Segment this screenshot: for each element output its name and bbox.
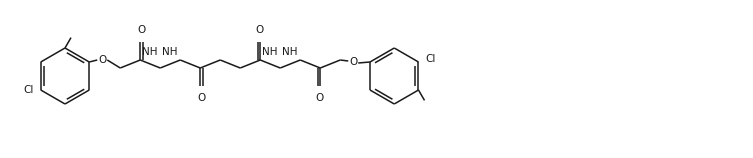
Text: O: O (137, 25, 145, 35)
Text: NH: NH (263, 47, 278, 57)
Text: Cl: Cl (23, 85, 34, 95)
Text: NH: NH (282, 47, 298, 57)
Text: O: O (197, 93, 206, 103)
Text: NH: NH (163, 47, 178, 57)
Text: NH: NH (142, 47, 158, 57)
Text: O: O (315, 93, 323, 103)
Text: O: O (349, 57, 358, 67)
Text: O: O (98, 55, 106, 65)
Text: O: O (255, 25, 264, 35)
Text: Cl: Cl (425, 54, 436, 64)
